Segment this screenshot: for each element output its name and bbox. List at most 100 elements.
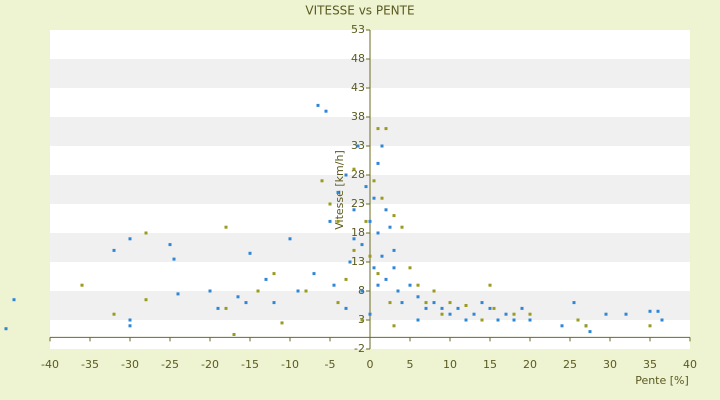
- scatter-point: [368, 312, 372, 316]
- scatter-point: [332, 283, 336, 287]
- scatter-point: [432, 289, 436, 293]
- scatter-point: [112, 248, 116, 252]
- x-tick-label: -40: [41, 358, 59, 371]
- y-tick-label: 38: [351, 110, 365, 123]
- scatter-point: [256, 289, 260, 293]
- scatter-point: [176, 292, 180, 296]
- scatter-point: [244, 301, 248, 305]
- scatter-point: [656, 309, 660, 313]
- scatter-point: [660, 318, 664, 322]
- scatter-point: [448, 301, 452, 305]
- x-tick-label: -5: [325, 358, 336, 371]
- scatter-point: [648, 324, 652, 328]
- scatter-point: [356, 144, 360, 148]
- scatter-point: [388, 225, 392, 229]
- scatter-point: [604, 312, 608, 316]
- scatter-point: [352, 167, 356, 171]
- scatter-point: [424, 306, 428, 310]
- scatter-point: [380, 254, 384, 258]
- scatter-point: [368, 219, 372, 223]
- scatter-point: [464, 304, 468, 307]
- scatter-point: [376, 127, 380, 131]
- scatter-point: [328, 202, 332, 206]
- scatter-point: [376, 283, 380, 287]
- scatter-point: [512, 318, 516, 322]
- x-tick-label: -35: [81, 358, 99, 371]
- scatter-point: [360, 318, 364, 322]
- scatter-point: [588, 330, 592, 334]
- y-tick-label: 28: [351, 168, 365, 181]
- x-tick-label: 10: [443, 358, 457, 371]
- scatter-point: [296, 289, 300, 293]
- scatter-point: [416, 318, 420, 322]
- x-tick-label: -25: [161, 358, 179, 371]
- scatter-point: [352, 248, 356, 252]
- y-tick-label: 43: [351, 81, 365, 94]
- scatter-point: [388, 301, 392, 305]
- scatter-point: [352, 208, 356, 212]
- scatter-point: [344, 277, 348, 281]
- scatter-point: [488, 283, 492, 287]
- x-tick-label: 5: [407, 358, 414, 371]
- y-tick-label: 53: [351, 23, 365, 36]
- y-tick-label: 48: [351, 52, 365, 65]
- scatter-point: [248, 251, 252, 255]
- scatter-point: [464, 318, 468, 322]
- scatter-point: [168, 243, 172, 247]
- scatter-point: [216, 306, 220, 310]
- scatter-point: [576, 318, 580, 322]
- scatter-point: [128, 237, 132, 241]
- scatter-point: [364, 219, 368, 223]
- y-tick-label: -2: [354, 342, 365, 355]
- scatter-point: [344, 173, 348, 177]
- scatter-point: [480, 318, 484, 322]
- scatter-point: [376, 272, 380, 276]
- scatter-point: [416, 295, 420, 299]
- scatter-point: [520, 306, 524, 310]
- scatter-point: [528, 312, 532, 316]
- scatter-point: [128, 318, 132, 322]
- scatter-point: [364, 185, 368, 189]
- scatter-point: [112, 312, 116, 316]
- scatter-point: [448, 312, 452, 316]
- scatter-point: [352, 237, 356, 241]
- scatter-point: [372, 179, 376, 183]
- x-tick-label: 0: [367, 358, 374, 371]
- x-tick-label: -30: [121, 358, 139, 371]
- scatter-point: [328, 219, 332, 223]
- scatter-point: [372, 196, 376, 200]
- x-tick-label: -20: [201, 358, 219, 371]
- scatter-point: [264, 277, 268, 281]
- scatter-point: [480, 301, 484, 305]
- scatter-point: [392, 214, 396, 218]
- y-tick-label: 23: [351, 197, 365, 210]
- scatter-point: [424, 301, 428, 305]
- scatter-point: [648, 309, 652, 313]
- scatter-point: [320, 179, 324, 183]
- x-axis-title: Pente [%]: [635, 374, 689, 387]
- scatter-point: [432, 301, 436, 305]
- scatter-point: [384, 127, 388, 131]
- scatter-point: [384, 208, 388, 212]
- scatter-point: [144, 298, 148, 302]
- x-tick-label: -15: [241, 358, 259, 371]
- scatter-point: [496, 318, 500, 322]
- scatter-point: [492, 306, 496, 310]
- scatter-point: [512, 312, 516, 316]
- scatter-point: [572, 301, 576, 305]
- scatter-point: [360, 243, 364, 247]
- scatter-point: [280, 321, 284, 325]
- scatter-point: [472, 312, 476, 316]
- scatter-point: [408, 266, 412, 270]
- scatter-point: [488, 306, 492, 310]
- y-axis-title: Vitesse [km/h]: [333, 150, 346, 230]
- scatter-point: [400, 225, 404, 229]
- scatter-point: [344, 306, 348, 310]
- scatter-point: [380, 196, 384, 200]
- scatter-point: [304, 289, 308, 293]
- scatter-point: [456, 306, 460, 310]
- x-tick-label: 30: [603, 358, 617, 371]
- scatter-point: [416, 283, 420, 287]
- scatter-point: [80, 283, 84, 287]
- scatter-point: [272, 272, 276, 276]
